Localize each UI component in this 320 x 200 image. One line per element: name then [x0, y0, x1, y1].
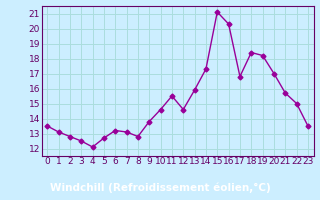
Text: Windchill (Refroidissement éolien,°C): Windchill (Refroidissement éolien,°C): [50, 182, 270, 193]
